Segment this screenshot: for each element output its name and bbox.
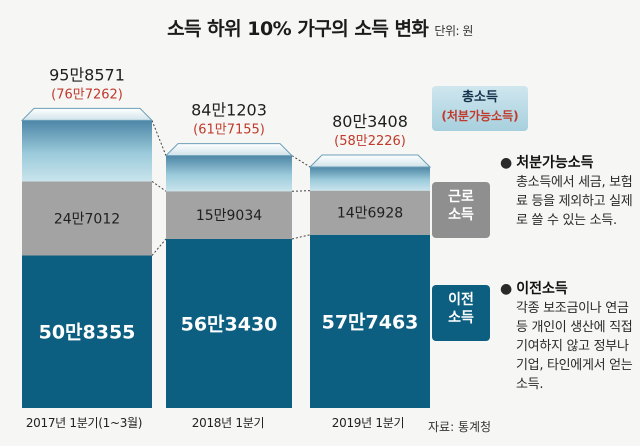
connector-line — [291, 155, 311, 168]
bar-transfer-income — [310, 234, 430, 408]
bar-transfer-income — [22, 255, 152, 408]
disposable-value-label: (58만2226) — [334, 134, 406, 149]
connector-line — [151, 180, 167, 192]
labor-value-label: 24만7012 — [54, 211, 120, 227]
bar-total-income — [310, 166, 430, 191]
chart-title: 소득 하위 10% 가구의 소득 변화 단위: 원 — [0, 14, 640, 41]
unit-label: 단위: 원 — [434, 24, 473, 38]
disposable-value-label: (76만7262) — [51, 87, 123, 102]
bar-total-income — [166, 155, 292, 192]
transfer-value-label: 56만3430 — [181, 313, 278, 335]
title-text: 소득 하위 10% 가구의 소득 변화 — [167, 18, 429, 40]
category-label: 2018년 1분기 — [191, 416, 265, 430]
bar-top-cap — [164, 143, 294, 157]
legend-labor-income: 근로 소득 — [432, 182, 490, 238]
disposable-value-label: (61만7155) — [193, 123, 265, 138]
transfer-value-label: 57만7463 — [322, 311, 419, 333]
bar-labor-income — [22, 181, 152, 256]
note-transfer-heading: 이전소득 — [516, 281, 568, 297]
legend-transfer-income: 이전 소득 — [432, 285, 490, 341]
bar-labels: 50만8355 24만7012 95만8571 (76만7262) 56만3430 15만… — [39, 65, 419, 343]
connector-line — [291, 190, 311, 192]
bar-total-income — [22, 120, 152, 182]
total-value-label: 84만1203 — [191, 101, 267, 120]
legend-total-line1: 총소득 — [462, 90, 498, 105]
transfer-value-label: 50만8355 — [39, 322, 136, 344]
total-value-label: 95만8571 — [49, 65, 125, 84]
bar-top-cap — [20, 107, 154, 121]
bar-top-cap — [308, 154, 432, 168]
connector-line — [291, 234, 311, 240]
bullet-icon: ● — [500, 155, 513, 171]
bullet-icon: ● — [500, 281, 513, 297]
connector-line — [151, 120, 167, 156]
legend-transfer-line1: 이전 — [448, 292, 474, 308]
legend-total-income: 총소득 (처분가능소득) — [432, 86, 528, 131]
connector-line — [151, 238, 167, 256]
bars — [20, 107, 432, 408]
legend-labor-line2: 소득 — [448, 207, 474, 223]
source-note: 자료: 통계청 — [428, 420, 492, 434]
note-disposable-body: 총소득에서 세금, 보험료 등을 제외하고 실제로 쓸 수 있는 소득. — [516, 175, 633, 228]
labor-value-label: 14만6928 — [337, 206, 403, 222]
category-label: 2019년 1분기 — [331, 416, 405, 430]
total-value-label: 80만3408 — [332, 112, 408, 131]
legend-labor-line1: 근로 — [448, 189, 474, 205]
note-transfer: ● 이전소득 각종 보조금이나 연금 등 개인이 생산에 직접 기여하지 않고 정… — [500, 280, 634, 394]
legend-transfer-line2: 소득 — [448, 310, 474, 326]
note-transfer-body: 각종 보조금이나 연금 등 개인이 생산에 직접 기여하지 않고 정부나 기업,… — [516, 301, 633, 392]
bar-labor-income — [310, 190, 430, 235]
category-label: 2017년 1분기(1~3월) — [25, 416, 143, 430]
legend-total-line2: (처분가능소득) — [441, 109, 519, 123]
note-disposable-heading: 처분가능소득 — [516, 155, 594, 171]
note-disposable: ● 처분가능소득 총소득에서 세금, 보험료 등을 제외하고 실제로 쓸 수 있는… — [500, 154, 634, 230]
bar-transfer-income — [166, 238, 292, 408]
connector-lines — [151, 120, 311, 256]
bar-labor-income — [166, 191, 292, 239]
labor-value-label: 15만9034 — [196, 208, 262, 224]
